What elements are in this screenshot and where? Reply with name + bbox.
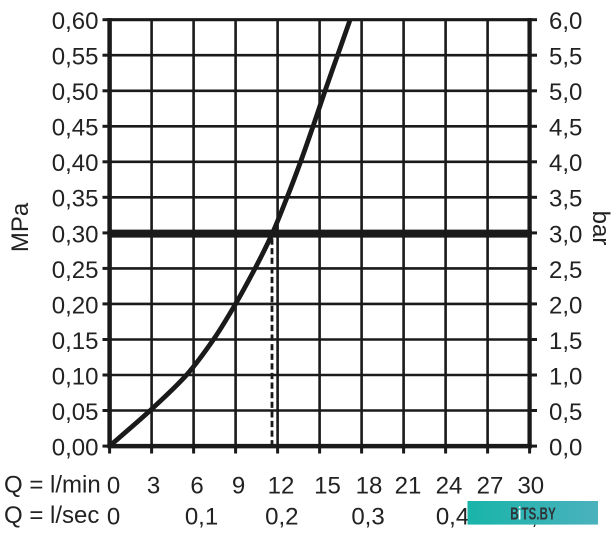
svg-text:0: 0 — [107, 504, 120, 531]
svg-text:24: 24 — [436, 473, 463, 500]
svg-text:0,5: 0,5 — [549, 399, 582, 426]
svg-text:Q = l/sec: Q = l/sec — [4, 502, 99, 529]
svg-text:2,5: 2,5 — [549, 257, 582, 284]
svg-text:0,0: 0,0 — [549, 435, 582, 462]
svg-text:1,0: 1,0 — [549, 363, 582, 390]
svg-text:0: 0 — [107, 473, 120, 500]
svg-text:15: 15 — [314, 473, 341, 500]
svg-text:30: 30 — [517, 473, 544, 500]
svg-text:0,45: 0,45 — [52, 115, 99, 142]
svg-text:4,5: 4,5 — [549, 115, 582, 142]
svg-text:0,35: 0,35 — [52, 186, 99, 213]
svg-text:5,5: 5,5 — [549, 44, 582, 71]
svg-text:0,15: 0,15 — [52, 328, 99, 355]
svg-text:0,4: 0,4 — [436, 504, 469, 531]
svg-text:3,0: 3,0 — [549, 221, 582, 248]
svg-text:MPa: MPa — [7, 202, 34, 252]
svg-text:B: B — [510, 505, 519, 524]
svg-text:i: i — [518, 505, 521, 524]
svg-text:12: 12 — [268, 473, 295, 500]
svg-text:0,30: 0,30 — [52, 221, 99, 248]
svg-text:0,55: 0,55 — [52, 44, 99, 71]
svg-text:bar: bar — [587, 211, 614, 246]
svg-text:9: 9 — [232, 473, 245, 500]
svg-text:0,3: 0,3 — [351, 504, 384, 531]
svg-text:3,5: 3,5 — [549, 186, 582, 213]
svg-text:0,25: 0,25 — [52, 257, 99, 284]
svg-text:0,10: 0,10 — [52, 363, 99, 390]
svg-text:6,0: 6,0 — [549, 8, 582, 35]
svg-text:3: 3 — [147, 473, 160, 500]
svg-text:0,60: 0,60 — [52, 8, 99, 35]
svg-text:0,50: 0,50 — [52, 79, 99, 106]
svg-text:5,0: 5,0 — [549, 79, 582, 106]
svg-text:27: 27 — [477, 473, 504, 500]
svg-text:0,40: 0,40 — [52, 150, 99, 177]
svg-text:21: 21 — [395, 473, 422, 500]
svg-text:0,2: 0,2 — [265, 504, 298, 531]
svg-text:1,5: 1,5 — [549, 328, 582, 355]
svg-text:0,20: 0,20 — [52, 292, 99, 319]
svg-text:0,00: 0,00 — [52, 435, 99, 462]
svg-text:Q = l/min: Q = l/min — [4, 472, 101, 499]
svg-text:18: 18 — [356, 473, 383, 500]
svg-text:6: 6 — [190, 473, 203, 500]
svg-text:0,1: 0,1 — [185, 504, 218, 531]
svg-text:TS.BY: TS.BY — [521, 505, 556, 524]
svg-text:0,05: 0,05 — [52, 399, 99, 426]
svg-text:2,0: 2,0 — [549, 292, 582, 319]
svg-text:4,0: 4,0 — [549, 150, 582, 177]
